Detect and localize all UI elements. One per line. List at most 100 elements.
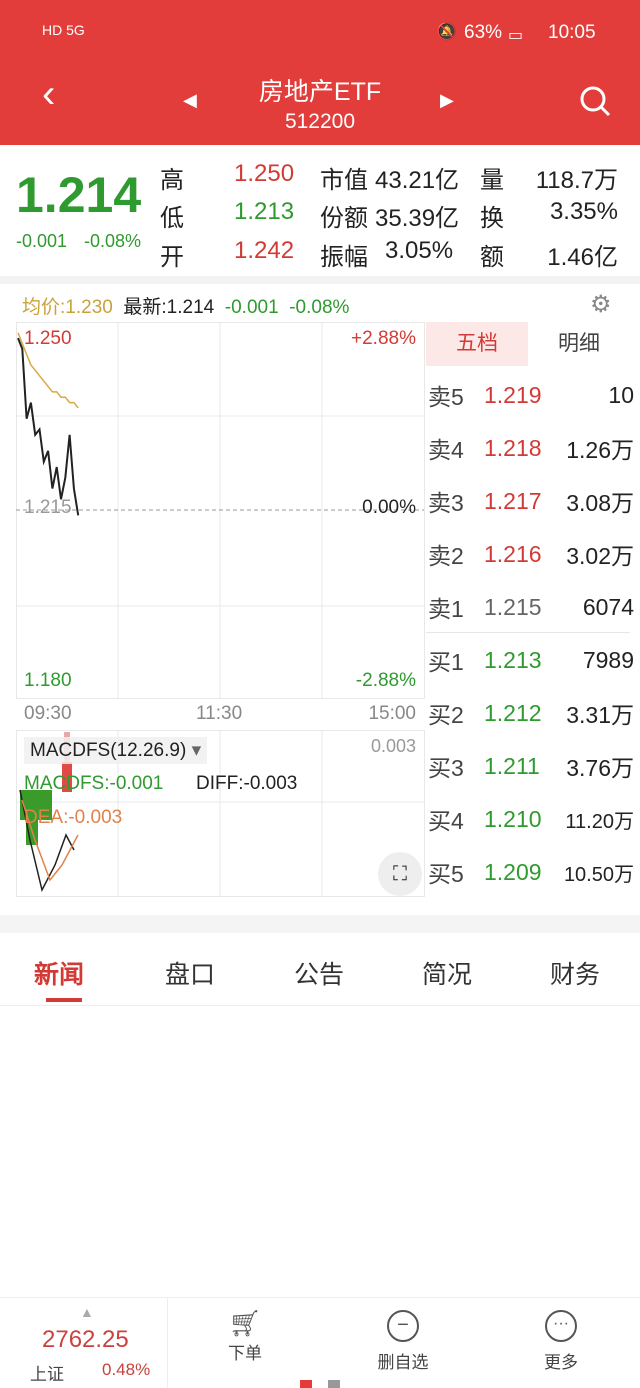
level-price: 1.218	[484, 434, 542, 461]
info-bar: 均价:1.230 最新:1.214 -0.001 -0.08%	[22, 292, 349, 319]
tab-announcements[interactable]: 公告	[294, 961, 345, 989]
value-volume: 118.7万	[535, 167, 618, 194]
value-open: 1.242	[234, 237, 295, 264]
level-volume: 3.02万	[566, 543, 634, 569]
clock: 10:05	[548, 22, 596, 43]
next-stock-icon[interactable]: ▶	[440, 90, 454, 110]
tab-five-levels[interactable]: 五档	[426, 322, 528, 366]
fullscreen-icon[interactable]: ⛶	[378, 852, 422, 896]
label-high: 高	[160, 167, 184, 194]
header: HD 5G 🔕 63% ▭ 10:05 ‹ ◀ 房地产ETF 512200 ▶	[0, 0, 640, 145]
index-pct: 0.48%	[102, 1360, 151, 1379]
settings-gear-icon[interactable]: ⚙	[590, 291, 612, 318]
orderbook-row: 卖2 1.216 3.02万	[428, 528, 634, 580]
page-dot-active	[300, 1380, 312, 1388]
value-amplitude: 3.05%	[385, 237, 454, 264]
level-volume: 3.76万	[566, 755, 634, 781]
value-low: 1.213	[234, 198, 295, 225]
price-line	[17, 337, 80, 516]
tab-news[interactable]: 新闻	[34, 961, 85, 989]
tab-details[interactable]: 明细	[558, 332, 600, 355]
tab-finance[interactable]: 财务	[550, 961, 601, 989]
more-icon: ···	[545, 1310, 577, 1342]
axis-bot-price: 1.180	[24, 670, 72, 691]
level-label: 卖1	[428, 596, 464, 622]
time-mid: 11:30	[196, 703, 243, 724]
order-button[interactable]: 🛒︎ 下单	[210, 1308, 280, 1364]
axis-mid-pct: 0.00%	[362, 497, 416, 518]
orderbook-row: 卖3 1.217 3.08万	[428, 475, 634, 527]
level-volume: 10.50万	[563, 863, 634, 886]
more-label: 更多	[544, 1353, 578, 1372]
level-label: 卖4	[428, 437, 464, 463]
mute-icon: 🔕	[436, 22, 458, 41]
level-price: 1.217	[484, 487, 542, 514]
level-label: 买1	[428, 649, 464, 675]
change-pct: -0.08%	[84, 231, 142, 251]
indicator-select[interactable]: MACDFS(12.26.9) ▾	[24, 737, 208, 764]
orderbook-row: 卖1 1.215 6074	[428, 581, 634, 633]
label-mktcap: 市值	[320, 167, 368, 194]
status-left: HD 5G	[42, 22, 85, 38]
index-value: 2762.25	[42, 1326, 129, 1353]
level-label: 买2	[428, 702, 464, 728]
tab-profile[interactable]: 简况	[422, 961, 473, 989]
value-high: 1.250	[234, 160, 295, 187]
level-price: 1.212	[484, 699, 542, 726]
prev-stock-icon[interactable]: ◀	[183, 90, 197, 110]
remove-watchlist-button[interactable]: − 删自选	[368, 1310, 438, 1373]
level-price: 1.210	[484, 805, 542, 832]
page-dot	[328, 1380, 340, 1388]
back-icon[interactable]: ‹	[42, 72, 56, 116]
orderbook-row: 买1 1.213 7989	[428, 634, 634, 686]
tab-indicator	[46, 998, 82, 1002]
more-button[interactable]: ··· 更多	[526, 1310, 596, 1373]
diff-value: DIFF:-0.003	[196, 773, 298, 794]
index-ticker[interactable]: ▲ 2762.25 上证 0.48%	[0, 1298, 168, 1388]
index-name: 上证	[30, 1365, 64, 1384]
orderbook-row: 买2 1.212 3.31万	[428, 687, 634, 739]
axis-top-price: 1.250	[24, 328, 72, 349]
orderbook-row: 买4 1.210 11.20万	[428, 793, 634, 845]
up-arrow-icon: ▲	[80, 1304, 94, 1320]
level-volume: 3.31万	[566, 702, 634, 728]
search-icon[interactable]	[578, 84, 612, 118]
cart-icon: 🛒︎	[228, 1308, 262, 1338]
avg-price-line	[17, 332, 79, 409]
minus-circle-icon: −	[387, 1310, 419, 1342]
label-amount: 额	[480, 244, 504, 271]
level-label: 买5	[428, 861, 464, 887]
value-amount: 1.46亿	[547, 244, 618, 271]
dea-line	[21, 799, 79, 882]
orderbook-row: 卖4 1.218 1.26万	[428, 422, 634, 474]
level-label: 卖5	[428, 384, 464, 410]
level-price: 1.211	[484, 752, 540, 779]
level-volume: 3.08万	[566, 490, 634, 516]
order-label: 下单	[228, 1344, 262, 1363]
intraday-chart	[16, 322, 425, 897]
axis-top-pct: +2.88%	[351, 328, 416, 349]
divider	[0, 915, 640, 933]
divider	[0, 1005, 640, 1006]
stock-code: 512200	[284, 110, 356, 133]
stock-name: 房地产ETF	[258, 78, 382, 106]
remove-label: 删自选	[377, 1353, 429, 1372]
macd-bar	[62, 762, 72, 792]
latest-pct: -0.08%	[289, 297, 350, 318]
macdfs-value: MACDFS:-0.001	[24, 773, 164, 794]
level-volume: 1.26万	[566, 437, 634, 463]
value-mktcap: 43.21亿	[375, 167, 460, 194]
level-price: 1.209	[483, 858, 542, 885]
indicator-name: MACDFS(12.26.9)	[30, 740, 187, 761]
label-shares: 份额	[320, 205, 368, 232]
level-price: 1.219	[484, 381, 542, 408]
battery-pct: 63%	[464, 22, 503, 43]
label-amplitude: 振幅	[320, 244, 368, 271]
tab-market[interactable]: 盘口	[165, 961, 216, 989]
axis-bot-pct: -2.88%	[355, 670, 416, 691]
level-volume: 11.20万	[565, 810, 634, 833]
latest-change: -0.001	[224, 297, 279, 318]
label-turnover: 换	[480, 205, 504, 232]
level-price: 1.215	[484, 593, 542, 620]
level-volume: 7989	[582, 646, 634, 673]
